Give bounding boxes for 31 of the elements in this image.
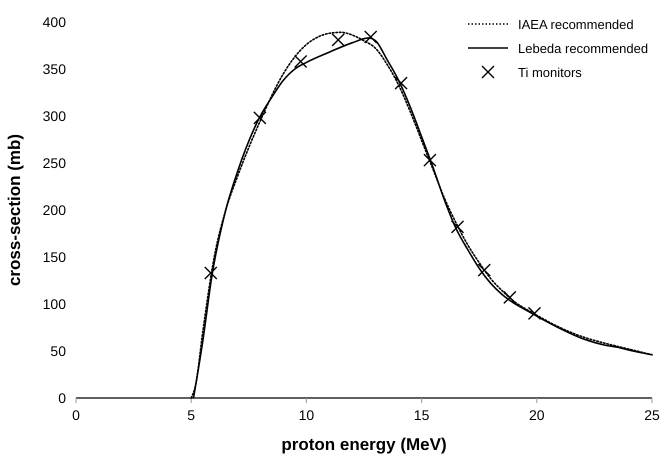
point [503,290,517,304]
x-axis-title: proton energy (MeV) [281,435,447,454]
y-tick-label: 350 [42,61,66,77]
y-tick-label: 100 [42,296,66,312]
x-tick-label: 20 [529,407,545,423]
point [331,33,345,47]
y-tick-label: 0 [58,390,66,406]
x-tick-label: 15 [414,407,430,423]
point [204,266,218,280]
point [364,30,378,44]
x-tick-label: 10 [298,407,314,423]
y-tick-label: 150 [42,249,66,265]
point [394,76,408,90]
y-tick-label: 200 [42,202,66,218]
x-tick-label: 5 [187,407,196,423]
point [294,54,308,68]
point [253,111,267,125]
y-axis-title: cross-section (mb) [5,134,24,286]
x-tick-label: 25 [644,407,660,423]
y-tick-label: 400 [42,14,66,30]
legend-label: Ti monitors [518,65,582,80]
point [450,220,464,234]
y-tick-label: 50 [50,343,66,359]
x-tick-label: 0 [72,407,80,423]
point [528,306,542,320]
y-tick-label: 300 [42,108,66,124]
point [478,263,491,277]
point [423,153,437,167]
legend-label: IAEA recommended [518,17,634,32]
legend-label: Lebeda recommended [518,41,648,56]
y-tick-label: 250 [42,155,66,171]
